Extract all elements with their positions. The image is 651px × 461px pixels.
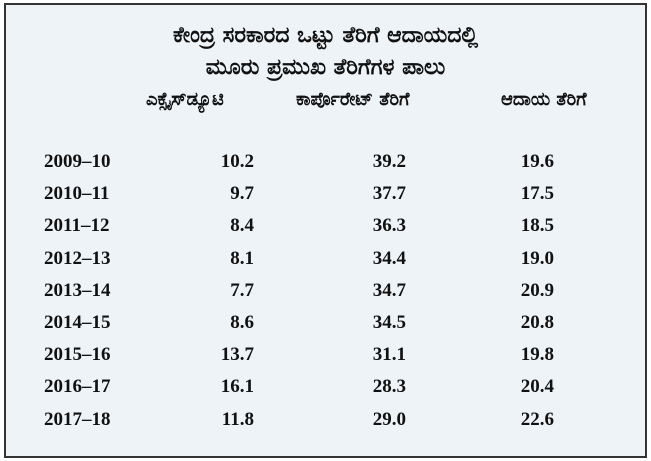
- year-label: 2009–10: [44, 151, 111, 172]
- year-label: 2012–13: [44, 247, 111, 269]
- table-cell: 8.4: [230, 215, 254, 237]
- table-panel: ಕೇಂದ್ರ ಸರಕಾರದ ಒಟ್ಟು ತೆರಿಗೆ ಆದಾಯದಲ್ಲಿ ಮೂರ…: [4, 3, 647, 458]
- year-label: 2011–12: [44, 215, 110, 237]
- year-label: 2014–15: [44, 312, 111, 333]
- table-cell: 18.5: [520, 215, 554, 237]
- year-label: 2017–18: [44, 408, 111, 430]
- year-label: 2015–16: [44, 344, 111, 366]
- table-cell: 31.1: [372, 344, 406, 366]
- table-cell: 19.8: [520, 344, 554, 366]
- table-cell: 28.3: [372, 376, 406, 398]
- table-cell: 34.4: [372, 247, 406, 269]
- table-cell: 39.2: [372, 151, 406, 172]
- table-cell: 20.4: [520, 376, 554, 398]
- table-cell: 29.0: [372, 408, 406, 430]
- title-line: ಮೂರು ಪ್ರಮುಖ ತೆರಿಗೆಗಳ ಪಾಲು: [205, 55, 446, 80]
- table-cell: 8.6: [230, 312, 254, 333]
- table-cell: 10.2: [220, 151, 254, 172]
- column-header: ಎಕ್ಸೈಸ್‌ಡ್ಯೂಟಿ: [146, 89, 224, 110]
- year-label: 2010–11: [44, 183, 110, 205]
- table-cell: 34.5: [372, 312, 406, 333]
- table-cell: 8.1: [230, 247, 254, 269]
- table-cell: 34.7: [372, 279, 406, 301]
- table-cell: 19.0: [520, 247, 554, 269]
- table-cell: 37.7: [372, 183, 406, 205]
- column-header: ಕಾರ್ಪೊರೇಟ್ ತೆರಿಗೆ: [296, 89, 410, 110]
- table-cell: 20.9: [520, 279, 554, 301]
- table-cell: 9.7: [230, 183, 254, 205]
- table-cell: 36.3: [372, 215, 406, 237]
- table-cell: 7.7: [230, 279, 254, 301]
- table-cell: 19.6: [520, 151, 554, 172]
- year-label: 2013–14: [44, 279, 111, 301]
- title-line: ಕೇಂದ್ರ ಸರಕಾರದ ಒಟ್ಟು ತೆರಿಗೆ ಆದಾಯದಲ್ಲಿ: [172, 23, 479, 48]
- column-header: ಆದಾಯ ತೆರಿಗೆ: [501, 89, 587, 110]
- table-cell: 20.8: [520, 312, 554, 333]
- table-cell: 17.5: [520, 183, 554, 205]
- table-cell: 16.1: [220, 376, 254, 398]
- table-cell: 13.7: [220, 344, 254, 366]
- table-cell: 22.6: [520, 408, 554, 430]
- table-cell: 11.8: [221, 408, 254, 430]
- year-label: 2016–17: [44, 376, 111, 398]
